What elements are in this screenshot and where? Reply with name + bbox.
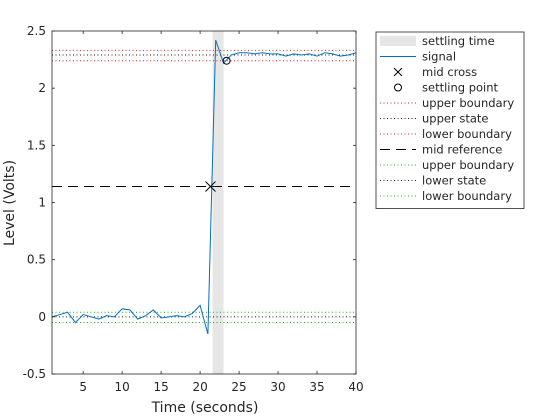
legend-label: upper boundary bbox=[422, 96, 514, 110]
y-tick-label: -0.5 bbox=[23, 367, 46, 381]
x-axis-label: Time (seconds) bbox=[151, 400, 259, 416]
settling-time-band bbox=[212, 31, 224, 374]
x-tick-label: 25 bbox=[231, 380, 246, 394]
y-tick-label: 1.5 bbox=[27, 138, 46, 152]
plot-area bbox=[51, 31, 357, 374]
legend-entry: lower state bbox=[380, 174, 486, 188]
legend-entry: upper boundary bbox=[380, 96, 514, 110]
legend-entry: settling point bbox=[394, 81, 499, 95]
axes: 5 10 15 20 25 30 35 40 -0.5 0 0.5 1 1.5 2 2.5 bbox=[23, 24, 364, 394]
x-tick-label: 30 bbox=[270, 380, 285, 394]
y-axis-label: Level (Volts) bbox=[2, 160, 18, 246]
legend-entry: lower boundary bbox=[380, 127, 512, 141]
axes-background bbox=[52, 31, 356, 374]
signal-line bbox=[51, 39, 357, 335]
legend-label: signal bbox=[422, 50, 456, 64]
y-tick-label: 1 bbox=[38, 196, 46, 210]
legend-label: mid reference bbox=[422, 143, 502, 157]
legend-label: lower boundary bbox=[422, 189, 512, 203]
legend-entry: settling time bbox=[380, 34, 495, 48]
x-tick-label: 5 bbox=[79, 380, 87, 394]
x-tick-label: 10 bbox=[115, 380, 130, 394]
mid-cross-marker bbox=[205, 181, 216, 192]
x-tick-label: 40 bbox=[348, 380, 363, 394]
legend-label: settling time bbox=[422, 34, 495, 48]
legend-entry: mid cross bbox=[393, 65, 477, 79]
legend-swatch-cross-b bbox=[393, 67, 403, 77]
y-tick-label: 0.5 bbox=[27, 253, 46, 267]
x-tick-label: 15 bbox=[153, 380, 168, 394]
legend-entry: signal bbox=[380, 50, 456, 64]
legend-swatch-settling-time bbox=[380, 36, 416, 46]
x-tick-label: 35 bbox=[309, 380, 324, 394]
legend-label: mid cross bbox=[422, 65, 477, 79]
legend-entry: lower boundary bbox=[380, 189, 512, 203]
mid-cross-stroke-b bbox=[205, 181, 216, 192]
legend-label: upper state bbox=[422, 112, 488, 126]
legend-entry: upper state bbox=[380, 112, 488, 126]
legend-swatch-circle bbox=[394, 83, 402, 92]
y-tick-label: 2.5 bbox=[27, 24, 46, 38]
legend-label: upper boundary bbox=[422, 158, 514, 172]
y-tick-label: 0 bbox=[38, 310, 46, 324]
legend-box bbox=[375, 31, 525, 209]
legend-entry: mid reference bbox=[380, 143, 502, 157]
x-tick-label: 20 bbox=[192, 380, 207, 394]
settling-point-marker bbox=[222, 56, 231, 65]
legend-label: settling point bbox=[422, 81, 499, 95]
legend-label: lower boundary bbox=[422, 127, 512, 141]
legend-entry: upper boundary bbox=[380, 158, 514, 172]
y-tick-label: 2 bbox=[38, 81, 46, 95]
legend-label: lower state bbox=[422, 174, 486, 188]
